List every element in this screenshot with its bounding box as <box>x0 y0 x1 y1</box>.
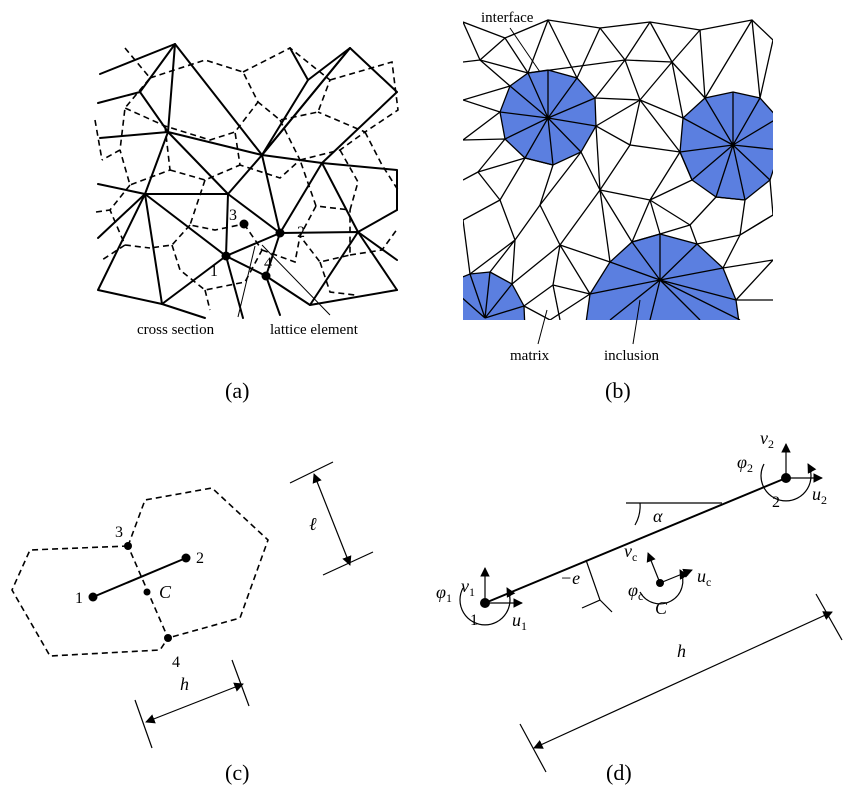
vc-label: vc <box>624 541 637 564</box>
eccentricity-line <box>581 559 613 613</box>
panel-d: 1 2 C v1 u1 φ1 v2 u2 φ2 vc uc φc α −e <box>436 428 843 785</box>
vc-arrow <box>646 552 661 584</box>
v1-label: v1 <box>461 576 475 599</box>
uc-arrow <box>659 568 693 584</box>
alpha-label: α <box>653 506 663 526</box>
node-3-label: 3 <box>115 524 123 541</box>
node-1-marker <box>221 251 231 261</box>
element-1-2 <box>92 557 187 598</box>
centroid-label: C <box>159 582 172 602</box>
node-2-label: 2 <box>772 494 780 511</box>
h-label: h <box>180 674 189 694</box>
cross-section-label: cross section <box>137 322 215 338</box>
lattice-elements <box>97 43 398 319</box>
node-1-dot <box>88 592 98 602</box>
phic-label: φc <box>628 580 643 603</box>
angle-arc <box>634 502 641 526</box>
node-4-marker <box>261 271 271 281</box>
inclusion-leader <box>632 299 641 345</box>
node-1-label: 1 <box>75 590 83 607</box>
node-3-marker <box>239 219 249 229</box>
ell-label: ℓ <box>309 514 317 534</box>
length-dimension-arrow <box>533 611 833 749</box>
phi1-arc <box>459 587 516 626</box>
ell-extension-top <box>289 461 334 484</box>
interface-leader <box>509 27 541 73</box>
node-1-label: 1 <box>210 263 218 280</box>
caption-a: (a) <box>225 378 249 403</box>
matrix-label: matrix <box>510 348 550 364</box>
inclusion-4 <box>463 271 526 320</box>
centroid-label: C <box>655 598 668 618</box>
caption-c: (c) <box>225 760 249 785</box>
voronoi-cells <box>94 47 399 311</box>
ell-dimension-arrow <box>312 473 352 566</box>
lattice-element-label: lattice element <box>270 322 359 338</box>
caption-d: (d) <box>606 760 632 785</box>
node-1-label: 1 <box>470 612 478 629</box>
interface-label: interface <box>481 10 534 26</box>
phi1-label: φ1 <box>436 582 452 605</box>
centroid-dot <box>143 588 151 596</box>
eccentricity-label: −e <box>560 568 580 588</box>
uc-label: uc <box>697 566 711 589</box>
panel-c: 1 2 3 4 C h ℓ (c) <box>11 461 374 785</box>
node-2-dot <box>181 553 191 563</box>
h-extension-right <box>231 659 250 707</box>
h-dimension-arrow <box>145 682 244 724</box>
ell-extension-bottom <box>322 551 374 576</box>
element-1-2 <box>484 477 787 604</box>
length-extension-left <box>519 723 547 773</box>
node-2-marker <box>275 228 285 238</box>
node-4-label: 4 <box>264 255 272 272</box>
panel-a: 1 2 3 4 cross section lattice element (a… <box>94 43 399 403</box>
node-2-label: 2 <box>196 550 204 567</box>
lattice-element-leader <box>261 244 331 316</box>
node-3-dot <box>124 542 132 550</box>
node-3-label: 3 <box>229 207 237 224</box>
inclusion-label: inclusion <box>604 348 659 364</box>
h-extension-left <box>134 699 153 749</box>
cross-section-leader <box>237 245 256 318</box>
panel-b: interface matrix inclusion (b) <box>463 10 773 403</box>
cell-left <box>11 545 169 657</box>
phi2-label: φ2 <box>737 452 753 475</box>
phi2-arc <box>760 463 817 502</box>
node-4-label: 4 <box>172 654 180 671</box>
cell-right <box>127 487 269 639</box>
caption-b: (b) <box>605 378 631 403</box>
length-label: h <box>677 641 686 661</box>
matrix-mesh <box>463 19 773 320</box>
node-4-dot <box>164 634 172 642</box>
phic-arc <box>639 569 689 605</box>
matrix-leader <box>537 309 548 345</box>
u2-label: u2 <box>812 484 827 507</box>
v2-label: v2 <box>760 428 774 451</box>
node-2-label: 2 <box>297 224 305 241</box>
u1-label: u1 <box>512 610 527 633</box>
